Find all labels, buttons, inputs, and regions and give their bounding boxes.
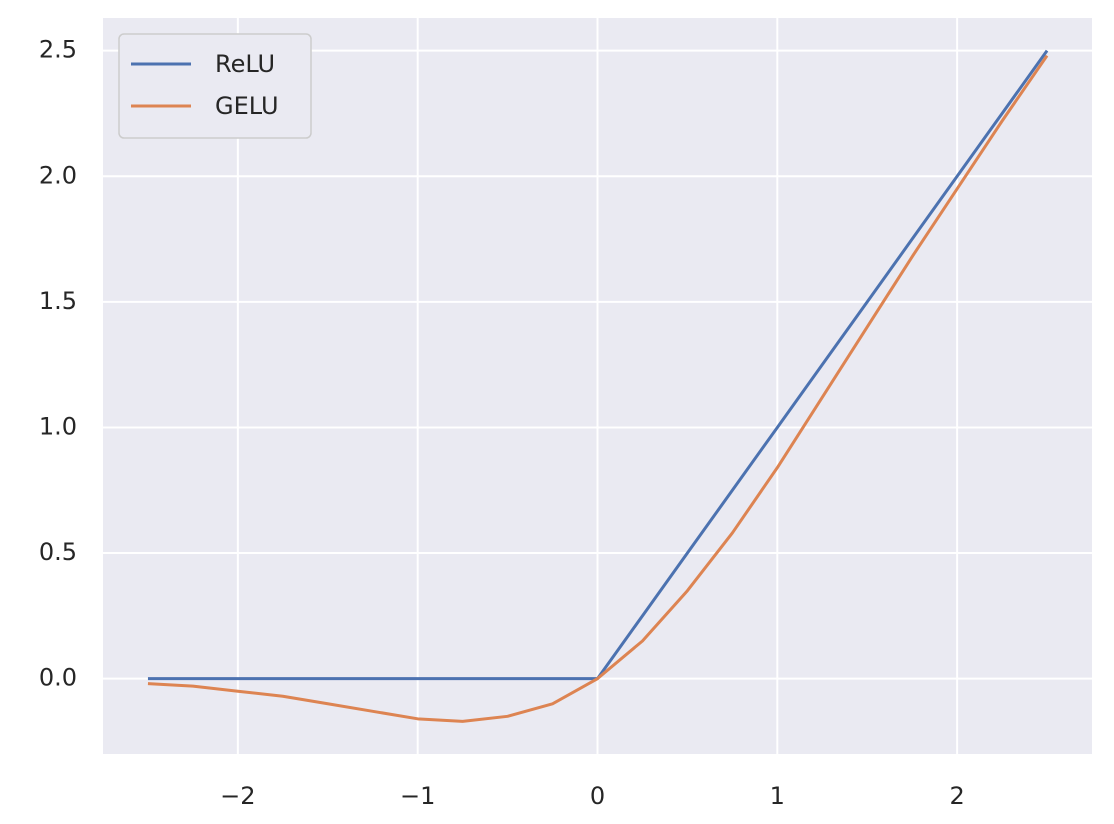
y-tick-label: 0.0 <box>39 664 77 692</box>
line-series <box>147 54 1049 723</box>
legend: ReLU GELU <box>118 33 312 139</box>
legend-box <box>118 33 312 139</box>
y-tick-label: 1.5 <box>39 287 77 315</box>
legend-label: GELU <box>215 92 279 120</box>
x-tick-label: 0 <box>590 782 605 810</box>
x-tick-label: −1 <box>400 782 435 810</box>
x-tick-label: 1 <box>770 782 785 810</box>
x-tick-label: −2 <box>220 782 255 810</box>
y-tick-label: 2.5 <box>39 36 77 64</box>
y-tick-label: 1.0 <box>39 412 77 440</box>
y-tick-label: 2.0 <box>39 161 77 189</box>
y-tick-label: 0.5 <box>39 538 77 566</box>
x-tick-label: 2 <box>949 782 964 810</box>
legend-label: ReLU <box>215 50 275 78</box>
